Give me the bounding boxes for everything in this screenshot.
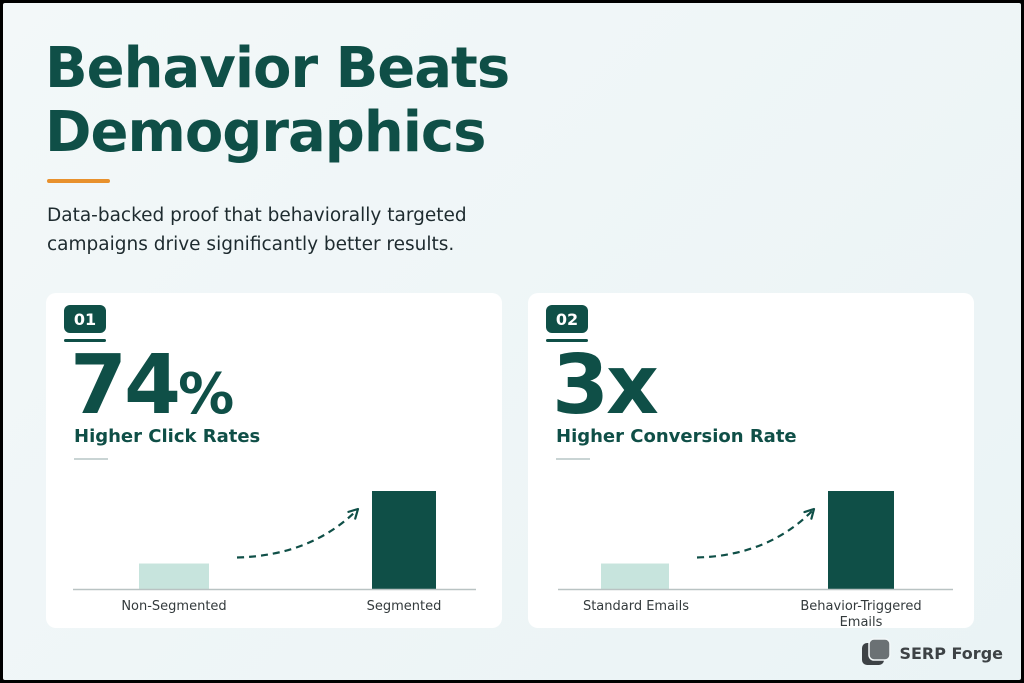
- bar-behavior-triggered-emails: [828, 491, 894, 589]
- arrow-head-icon: [803, 507, 816, 520]
- stat-divider: [74, 458, 108, 460]
- stat-label: Higher Click Rates: [74, 426, 261, 447]
- trend-arrow: [236, 508, 359, 559]
- trend-arrow: [696, 508, 815, 559]
- stat-card-2: 02 3x Higher Conversion Rate Standard Em…: [528, 293, 974, 630]
- card-number-badge: 01: [64, 305, 106, 333]
- x-tick-label: Behavior-Triggered Emails: [800, 599, 922, 630]
- slide: Behavior Beats Demographics Data-backed …: [3, 3, 1021, 680]
- stat-label: Higher Conversion Rate: [556, 426, 797, 447]
- stat-value: 74%: [70, 341, 234, 440]
- badge-underline: [64, 339, 106, 342]
- serp-forge-logo-icon: [862, 638, 892, 665]
- card-number-badge: 02: [546, 305, 588, 333]
- x-tick-label: Segmented: [366, 599, 442, 614]
- stat-number: 74: [70, 338, 181, 433]
- title-line-2: Demographics: [45, 100, 486, 165]
- stat-card-1: 01 74% Higher Click Rates Non-Segmented …: [46, 293, 502, 628]
- subtitle: Data-backed proof that behaviorally targ…: [47, 205, 467, 255]
- title-accent-line: [47, 179, 110, 183]
- brand-logo: SERP Forge: [861, 638, 1003, 668]
- logo-text: SERP Forge: [899, 643, 1003, 663]
- badge-underline: [546, 339, 588, 342]
- stat-value: 3x: [552, 338, 659, 440]
- stat-unit: %: [178, 362, 235, 427]
- stat-divider: [556, 458, 590, 460]
- stat-number: 3x: [552, 338, 659, 433]
- title-line-1: Behavior Beats: [45, 36, 510, 101]
- x-tick-label: Non-Segmented: [121, 599, 227, 614]
- arrow-head-icon: [347, 507, 360, 520]
- bar-standard-emails: [601, 563, 669, 589]
- bar-chart-1: [73, 491, 476, 591]
- page-title: Behavior Beats Demographics: [45, 36, 510, 165]
- bar-non-segmented: [139, 563, 209, 589]
- bar-segmented: [372, 491, 436, 589]
- x-tick-label: Standard Emails: [582, 599, 690, 614]
- bar-chart-2: [558, 491, 953, 591]
